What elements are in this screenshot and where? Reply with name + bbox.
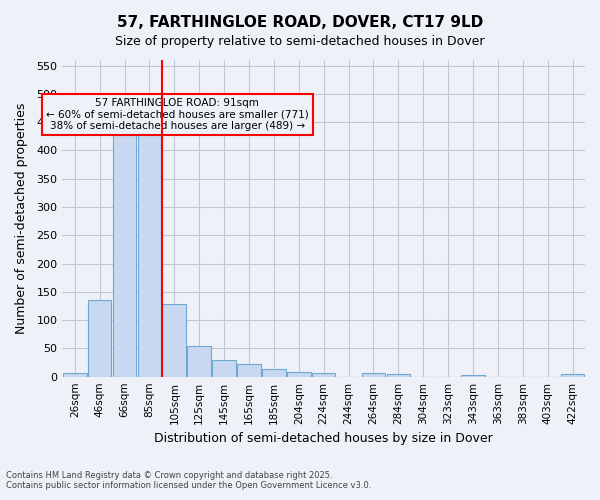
Bar <box>262 370 286 376</box>
Bar <box>163 304 186 376</box>
Bar <box>386 374 410 376</box>
Bar <box>461 375 485 376</box>
Text: 57 FARTHINGLOE ROAD: 91sqm
← 60% of semi-detached houses are smaller (771)
38% o: 57 FARTHINGLOE ROAD: 91sqm ← 60% of semi… <box>46 98 308 131</box>
X-axis label: Distribution of semi-detached houses by size in Dover: Distribution of semi-detached houses by … <box>154 432 493 445</box>
Bar <box>237 364 261 376</box>
Text: Contains HM Land Registry data © Crown copyright and database right 2025.
Contai: Contains HM Land Registry data © Crown c… <box>6 470 371 490</box>
Bar <box>63 372 86 376</box>
Text: Size of property relative to semi-detached houses in Dover: Size of property relative to semi-detach… <box>115 35 485 48</box>
Bar <box>113 132 136 376</box>
Bar <box>287 372 311 376</box>
Bar <box>88 300 112 376</box>
Bar <box>561 374 584 376</box>
Bar <box>312 374 335 376</box>
Bar <box>187 346 211 376</box>
Bar <box>212 360 236 376</box>
Bar <box>137 122 161 376</box>
Text: 57, FARTHINGLOE ROAD, DOVER, CT17 9LD: 57, FARTHINGLOE ROAD, DOVER, CT17 9LD <box>117 15 483 30</box>
Bar <box>362 374 385 376</box>
Y-axis label: Number of semi-detached properties: Number of semi-detached properties <box>15 102 28 334</box>
